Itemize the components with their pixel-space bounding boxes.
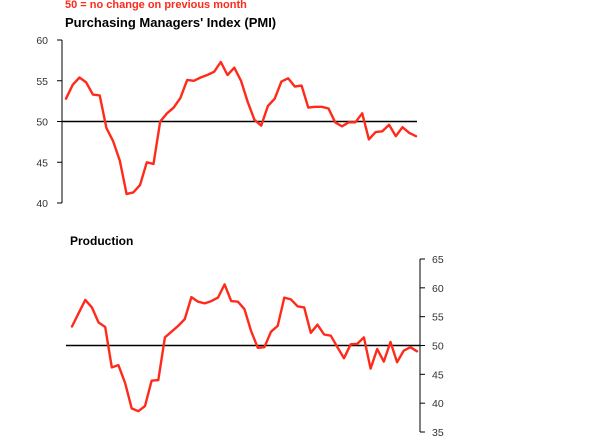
pmi-panel: 40 45 50 55 60	[36, 35, 418, 210]
production-y-tick-label: 55	[432, 312, 444, 324]
pmi-chart-title: Purchasing Managers' Index (PMI)	[65, 15, 276, 30]
production-panel: 35 40 45 50 55 60 65	[66, 254, 444, 439]
production-y-tick-label: 35	[432, 427, 444, 439]
pmi-series-line	[64, 60, 418, 196]
production-chart-title: Production	[70, 234, 133, 248]
pmi-y-tick-label: 45	[36, 157, 48, 169]
pmi-y-tick-label: 60	[36, 35, 48, 47]
chart-note: 50 = no change on previous month	[65, 0, 247, 11]
pmi-y-tick-label: 40	[36, 198, 48, 210]
production-series-line	[70, 283, 419, 413]
production-y-tick-label: 50	[432, 341, 444, 353]
production-y-tick-label: 60	[432, 283, 444, 295]
production-y-tick-label: 65	[432, 254, 444, 266]
production-y-tick-label: 40	[432, 398, 444, 410]
production-y-tick-label: 45	[432, 369, 444, 381]
pmi-y-tick-label: 55	[36, 76, 48, 88]
pmi-y-tick-label: 50	[36, 117, 48, 129]
